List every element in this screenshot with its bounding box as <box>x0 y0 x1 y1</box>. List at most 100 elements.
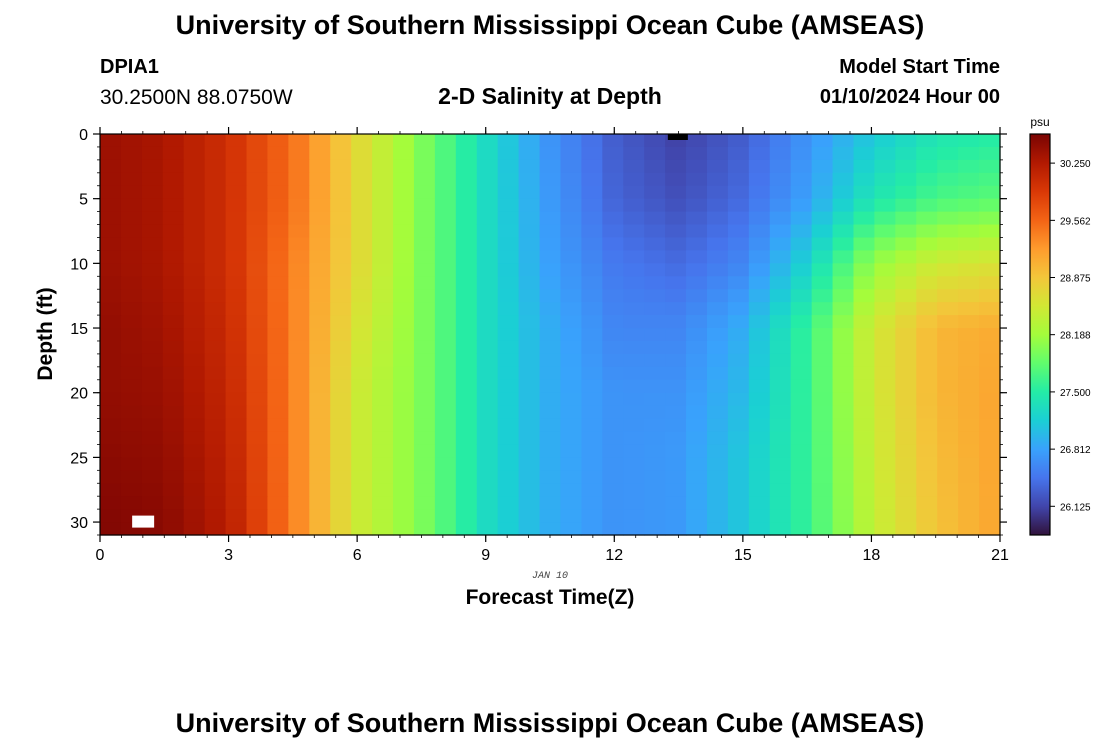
heatmap-cell <box>706 276 729 290</box>
heatmap-cell <box>351 431 373 446</box>
heatmap-cell <box>727 134 750 148</box>
heatmap-cell <box>372 392 394 407</box>
heatmap-cell <box>455 340 478 355</box>
y-tick-label: 0 <box>79 127 88 144</box>
heatmap-cell <box>351 250 373 264</box>
heatmap-cell <box>623 353 645 368</box>
heatmap-cell <box>748 457 771 471</box>
heatmap-cell <box>434 211 457 226</box>
heatmap-cell <box>560 353 582 368</box>
heatmap-cell <box>204 198 227 213</box>
heatmap-cell <box>413 211 436 226</box>
heatmap-cell <box>581 340 603 355</box>
heatmap-cell <box>665 315 687 329</box>
heatmap-cell <box>309 289 331 303</box>
heatmap-cell <box>748 392 771 407</box>
heatmap-cell <box>832 353 855 368</box>
heatmap-cell <box>141 250 164 264</box>
heatmap-cell <box>518 366 541 381</box>
heatmap-cell <box>979 405 1001 420</box>
heatmap-cell <box>309 315 331 329</box>
heatmap-cell <box>518 198 541 213</box>
heatmap-cell <box>100 263 122 277</box>
heatmap-cell <box>790 276 813 290</box>
heatmap-cell <box>581 392 603 407</box>
heatmap-cell <box>434 159 457 174</box>
heatmap-cell <box>581 470 603 484</box>
heatmap-cell <box>351 509 373 523</box>
heatmap-cell <box>916 366 938 381</box>
heatmap-cell <box>958 328 980 342</box>
heatmap-cell <box>351 470 373 484</box>
heatmap-cell <box>644 276 666 290</box>
heatmap-cell <box>351 146 373 161</box>
heatmap-cell <box>455 353 478 368</box>
x-sublabel: JAN 10 <box>532 571 568 582</box>
heatmap-cell <box>100 431 122 446</box>
heatmap-cell <box>476 509 499 523</box>
heatmap-cell <box>665 146 687 161</box>
bottom-marker <box>132 515 155 528</box>
heatmap-cell <box>874 276 896 290</box>
heatmap-cell <box>623 224 645 239</box>
heatmap-cell <box>204 431 227 446</box>
heatmap-cell <box>372 522 394 536</box>
heatmap-cell <box>560 522 582 536</box>
heatmap-cell <box>120 444 143 458</box>
heatmap-cell <box>413 496 436 510</box>
heatmap-cell <box>895 392 917 407</box>
heatmap-cell <box>581 146 603 161</box>
heatmap-cell <box>476 366 499 381</box>
heatmap-cell <box>413 483 436 497</box>
heatmap-cell <box>246 470 269 484</box>
heatmap-cell <box>958 366 980 381</box>
heatmap-cell <box>351 353 373 368</box>
heatmap-cell <box>665 522 687 536</box>
heatmap-cell <box>330 289 352 303</box>
heatmap-cell <box>476 496 499 510</box>
heatmap-cell <box>288 509 310 523</box>
heatmap-cell <box>853 172 876 187</box>
heatmap-cell <box>246 198 269 213</box>
heatmap-cell <box>141 315 164 329</box>
heatmap-cell <box>686 353 708 368</box>
heatmap-cell <box>916 522 938 536</box>
heatmap-cell <box>204 470 227 484</box>
heatmap-cell <box>790 457 813 471</box>
heatmap-cell <box>623 483 645 497</box>
heatmap-cell <box>853 509 876 523</box>
heatmap-cell <box>476 379 499 394</box>
heatmap-cell <box>832 159 855 174</box>
heatmap-cell <box>246 509 269 523</box>
heatmap-cell <box>267 250 289 264</box>
heatmap-cell <box>811 405 834 420</box>
y-tick-label: 10 <box>70 256 88 273</box>
heatmap-cell <box>183 237 206 252</box>
heatmap-cell <box>623 185 645 200</box>
heatmap-cell <box>665 418 687 433</box>
heatmap-cell <box>183 276 206 290</box>
heatmap-cell <box>539 392 562 407</box>
heatmap-cell <box>518 470 541 484</box>
heatmap-cell <box>162 315 185 329</box>
heatmap-cell <box>832 470 855 484</box>
heatmap-cell <box>476 146 499 161</box>
page-title: University of Southern Mississippi Ocean… <box>175 10 925 40</box>
heatmap-cell <box>372 250 394 264</box>
heatmap-cell <box>162 146 185 161</box>
heatmap-cell <box>539 431 562 446</box>
heatmap-cell <box>309 353 331 368</box>
heatmap-cell <box>686 172 708 187</box>
heatmap-cell <box>644 457 666 471</box>
heatmap-cell <box>330 392 352 407</box>
heatmap-cell <box>204 224 227 239</box>
heatmap-cell <box>602 315 624 329</box>
heatmap-cell <box>769 172 792 187</box>
heatmap-cell <box>665 224 687 239</box>
heatmap-cell <box>497 457 520 471</box>
heatmap-cell <box>979 509 1001 523</box>
heatmap-cell <box>393 366 415 381</box>
heatmap-cell <box>455 379 478 394</box>
heatmap-cell <box>895 263 917 277</box>
heatmap-cell <box>204 289 227 303</box>
